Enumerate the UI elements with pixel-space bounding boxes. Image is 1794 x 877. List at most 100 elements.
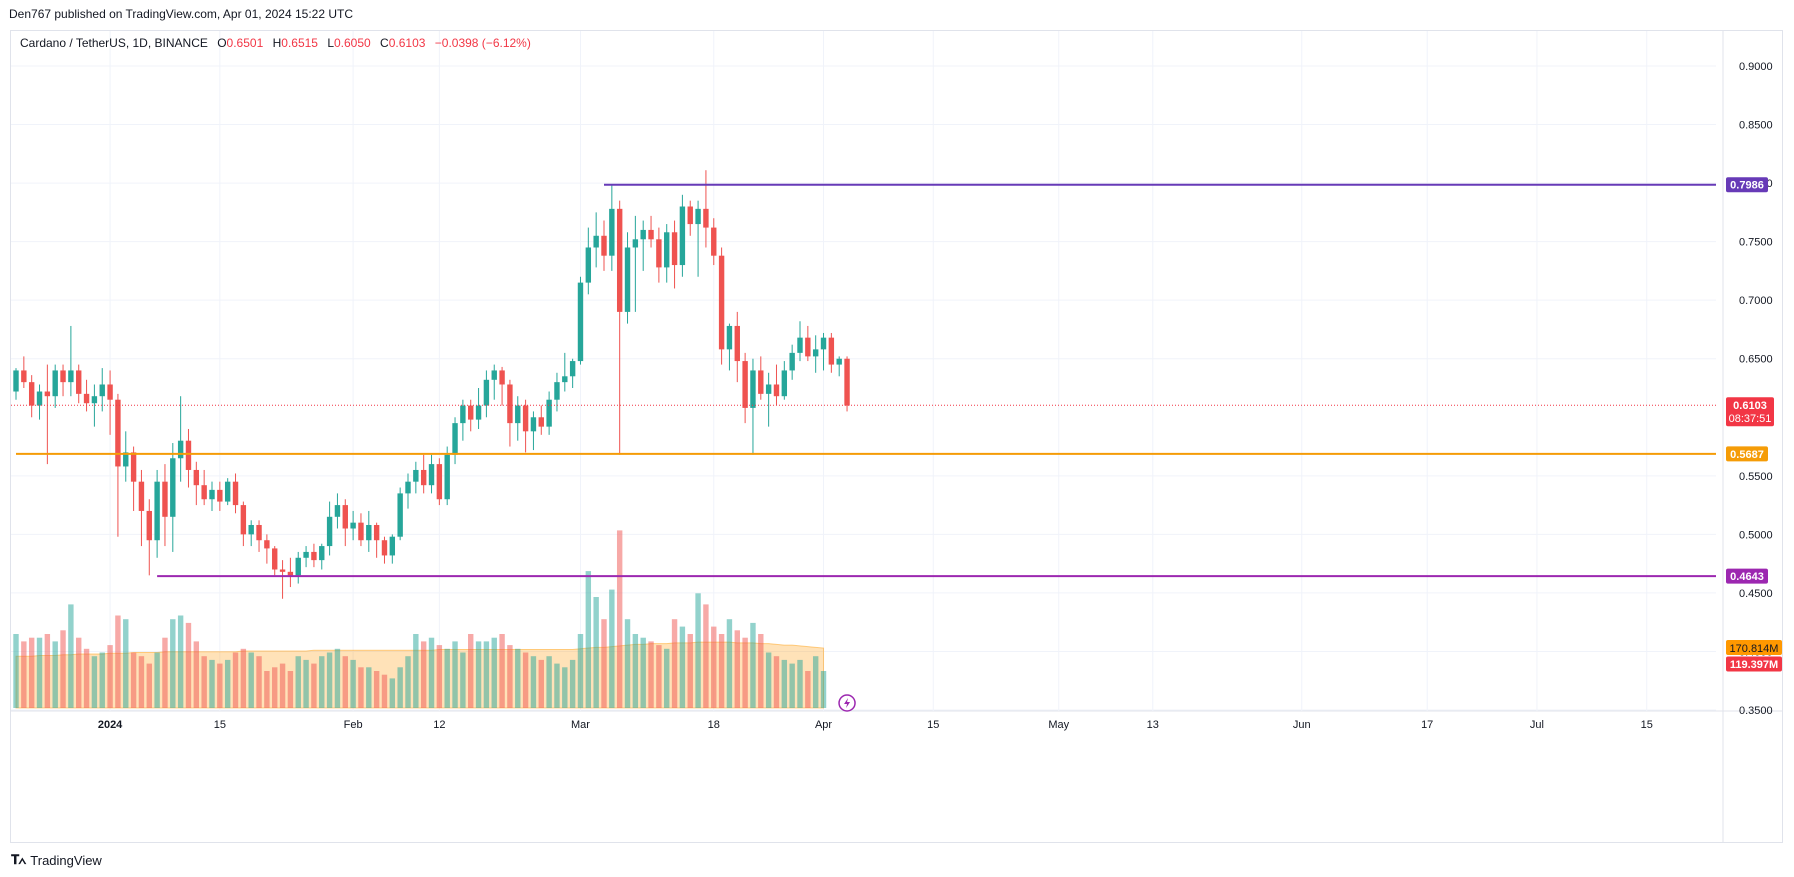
price-chart[interactable]: 0.90000.85000.80000.75000.70000.65000.55… bbox=[11, 31, 1782, 842]
volume-bar bbox=[342, 656, 348, 708]
candle-body bbox=[483, 379, 490, 406]
candle-body bbox=[750, 370, 756, 408]
low-label: L bbox=[327, 36, 334, 50]
candle-body bbox=[805, 337, 811, 357]
candle-body bbox=[679, 206, 686, 266]
candle-body bbox=[812, 349, 819, 357]
candle-body bbox=[334, 505, 341, 517]
candle-body bbox=[177, 440, 184, 459]
volume-bar bbox=[209, 659, 215, 708]
volume-bar bbox=[224, 659, 231, 708]
volume-bar bbox=[797, 659, 803, 708]
volume-bar bbox=[436, 645, 443, 708]
open-value: 0.6501 bbox=[226, 36, 264, 50]
brand-name[interactable]: TradingView bbox=[30, 852, 102, 868]
volume-bar bbox=[28, 637, 35, 708]
candle-body bbox=[232, 481, 239, 506]
volume-bar bbox=[695, 593, 701, 708]
close-value: 0.6103 bbox=[388, 36, 426, 50]
candle-body bbox=[460, 405, 466, 424]
volume-bar bbox=[295, 656, 301, 708]
candle-body bbox=[773, 384, 780, 397]
symbol-legend: Cardano / TetherUS, 1D, BINANCE O0.6501 … bbox=[20, 36, 531, 50]
volume-bar bbox=[569, 659, 576, 708]
candle-body bbox=[828, 337, 835, 365]
grid-lines bbox=[11, 31, 1782, 842]
candle-body bbox=[632, 239, 639, 248]
candle-body bbox=[138, 481, 145, 511]
price-tick-label: 0.7500 bbox=[1739, 237, 1773, 249]
candle-body bbox=[91, 396, 98, 404]
volume-bar bbox=[272, 667, 278, 708]
time-tick-label: 12 bbox=[433, 719, 445, 731]
change-value: −0.0398 (−6.12%) bbox=[434, 36, 531, 50]
time-tick-label: 18 bbox=[708, 719, 720, 731]
candle-body bbox=[107, 384, 113, 400]
candle-body bbox=[420, 469, 427, 486]
candle-body bbox=[820, 337, 827, 350]
low-value: 0.6050 bbox=[334, 36, 371, 50]
volume-bar bbox=[687, 634, 693, 708]
candle-body bbox=[664, 232, 670, 268]
candle-body bbox=[185, 440, 192, 470]
candle-body bbox=[671, 232, 678, 266]
high-value: 0.6515 bbox=[281, 36, 318, 50]
volume-bar bbox=[217, 663, 223, 708]
candle-body bbox=[585, 247, 592, 283]
volume-bar bbox=[820, 671, 827, 708]
volume-bar bbox=[44, 634, 51, 708]
candle-body bbox=[530, 417, 537, 432]
footer: 𝐓∧ TradingView bbox=[11, 852, 102, 868]
volume-bar bbox=[507, 645, 513, 708]
candle-body bbox=[569, 361, 576, 377]
level-label-bg bbox=[1726, 177, 1768, 193]
candle-body bbox=[781, 370, 788, 397]
candle-body bbox=[170, 458, 176, 517]
candle-body bbox=[444, 454, 450, 500]
candle-body bbox=[577, 282, 584, 362]
volume-label: 119.397M bbox=[1730, 659, 1778, 671]
volume-bar bbox=[601, 619, 607, 708]
volume-bar bbox=[483, 641, 490, 708]
volume-bar bbox=[554, 663, 560, 708]
volume-bar bbox=[334, 648, 341, 708]
candle-body bbox=[656, 239, 662, 268]
volume-bar bbox=[146, 663, 152, 708]
volume-bar bbox=[162, 637, 168, 708]
candle-body bbox=[358, 522, 364, 541]
symbol-title[interactable]: Cardano / TetherUS, 1D, BINANCE bbox=[20, 36, 208, 50]
candle-body bbox=[475, 405, 482, 420]
price-tick-label: 0.5500 bbox=[1739, 471, 1773, 483]
close-label: C bbox=[380, 36, 389, 50]
volume-bar bbox=[546, 656, 552, 708]
candle-body bbox=[201, 485, 207, 500]
candle-body bbox=[428, 464, 435, 486]
candle-body bbox=[711, 227, 717, 256]
volume-bar bbox=[232, 652, 239, 708]
volume-layer bbox=[13, 530, 827, 709]
price-tick-label: 0.4500 bbox=[1739, 588, 1773, 600]
candle-body bbox=[52, 370, 58, 397]
volume-bar bbox=[444, 648, 450, 708]
candle-body bbox=[726, 325, 733, 350]
time-axis[interactable]: 2024 15 Feb 12 Mar 18 Apr 15 May 13 Jun 17 Jul 15 bbox=[98, 719, 1653, 731]
lightning-icon[interactable] bbox=[838, 694, 856, 712]
volume-bar bbox=[83, 648, 90, 708]
price-axis[interactable]: 0.90000.85000.80000.75000.70000.65000.55… bbox=[1726, 61, 1782, 717]
volume-bar bbox=[358, 667, 364, 708]
candle-body bbox=[554, 382, 560, 400]
volume-bar bbox=[758, 634, 764, 708]
volume-bar bbox=[742, 637, 748, 708]
chart-frame[interactable]: 0.90000.85000.80000.75000.70000.65000.55… bbox=[10, 30, 1783, 843]
candle-body bbox=[538, 417, 544, 427]
volume-bar bbox=[170, 619, 176, 708]
open-label: O bbox=[217, 36, 227, 50]
volume-bar bbox=[703, 604, 709, 708]
last-price-label: 0.6103 bbox=[1733, 400, 1767, 412]
candle-body bbox=[154, 481, 160, 541]
volume-bar bbox=[671, 619, 678, 708]
volume-bar bbox=[36, 637, 43, 708]
volume-bar bbox=[264, 671, 270, 708]
volume-bar bbox=[624, 619, 631, 708]
volume-bar bbox=[475, 641, 482, 708]
